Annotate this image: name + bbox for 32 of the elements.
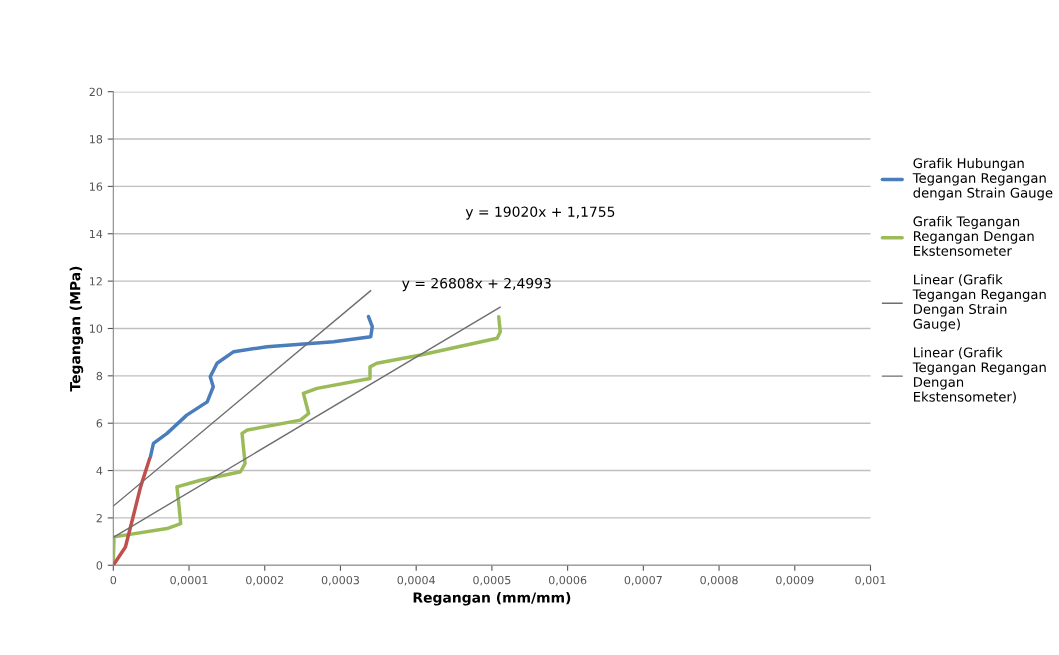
x-tick-label: 0,0009 — [776, 575, 814, 586]
x-tick-label: 0 — [110, 575, 117, 585]
x-tick-label: 0,001 — [855, 575, 886, 586]
y-tick-label: 16 — [89, 182, 103, 191]
x-tick-label: 0,0001 — [170, 575, 208, 586]
y-tick-label: 18 — [89, 135, 103, 144]
legend-label: Linear (Grafik Tegangan Regangan Dengan Strain Gauge) — [912, 274, 1046, 332]
y-tick-label: 8 — [96, 371, 103, 381]
y-tick-label: 12 — [89, 277, 102, 286]
x-tick-label: 0,0002 — [246, 575, 284, 586]
legend-label: Grafik Hubungan Tegangan Regangan dengan Strain Gauge — [912, 157, 1053, 201]
x-tick-label: 0,0004 — [397, 575, 435, 586]
y-tick-label: 14 — [89, 229, 103, 238]
x-tick-label: 0,0007 — [624, 575, 662, 586]
annotation: y = 26808x + 2,4993 — [402, 277, 551, 292]
y-tick-label: 4 — [96, 466, 103, 475]
y-tick-label: 2 — [96, 513, 102, 523]
line-series — [148, 314, 375, 459]
legend-label: Grafik Tegangan Regangan Dengan Ekstensometer — [913, 216, 1034, 256]
x-axis-title: Regangan (mm/mm) — [413, 591, 571, 606]
x-tick-label: 0,0008 — [700, 575, 738, 586]
x-tick-label: 0,0005 — [473, 575, 511, 586]
y-tick-label: 10 — [89, 324, 103, 333]
y-tick-label: 20 — [89, 87, 103, 97]
x-tick-label: 0,0006 — [548, 575, 587, 586]
line-series — [113, 456, 152, 566]
y-tick-label: 6 — [96, 419, 103, 428]
legend-label: Linear (Grafik Tegangan Regangan Dengan Ekstensometer) — [912, 347, 1046, 404]
x-tick-label: 0,0003 — [321, 575, 360, 586]
annotation: y = 19020x + 1,1755 — [465, 206, 615, 220]
y-axis-title: Tegangan (MPa) — [69, 266, 84, 392]
y-tick-label: 0 — [96, 561, 103, 570]
